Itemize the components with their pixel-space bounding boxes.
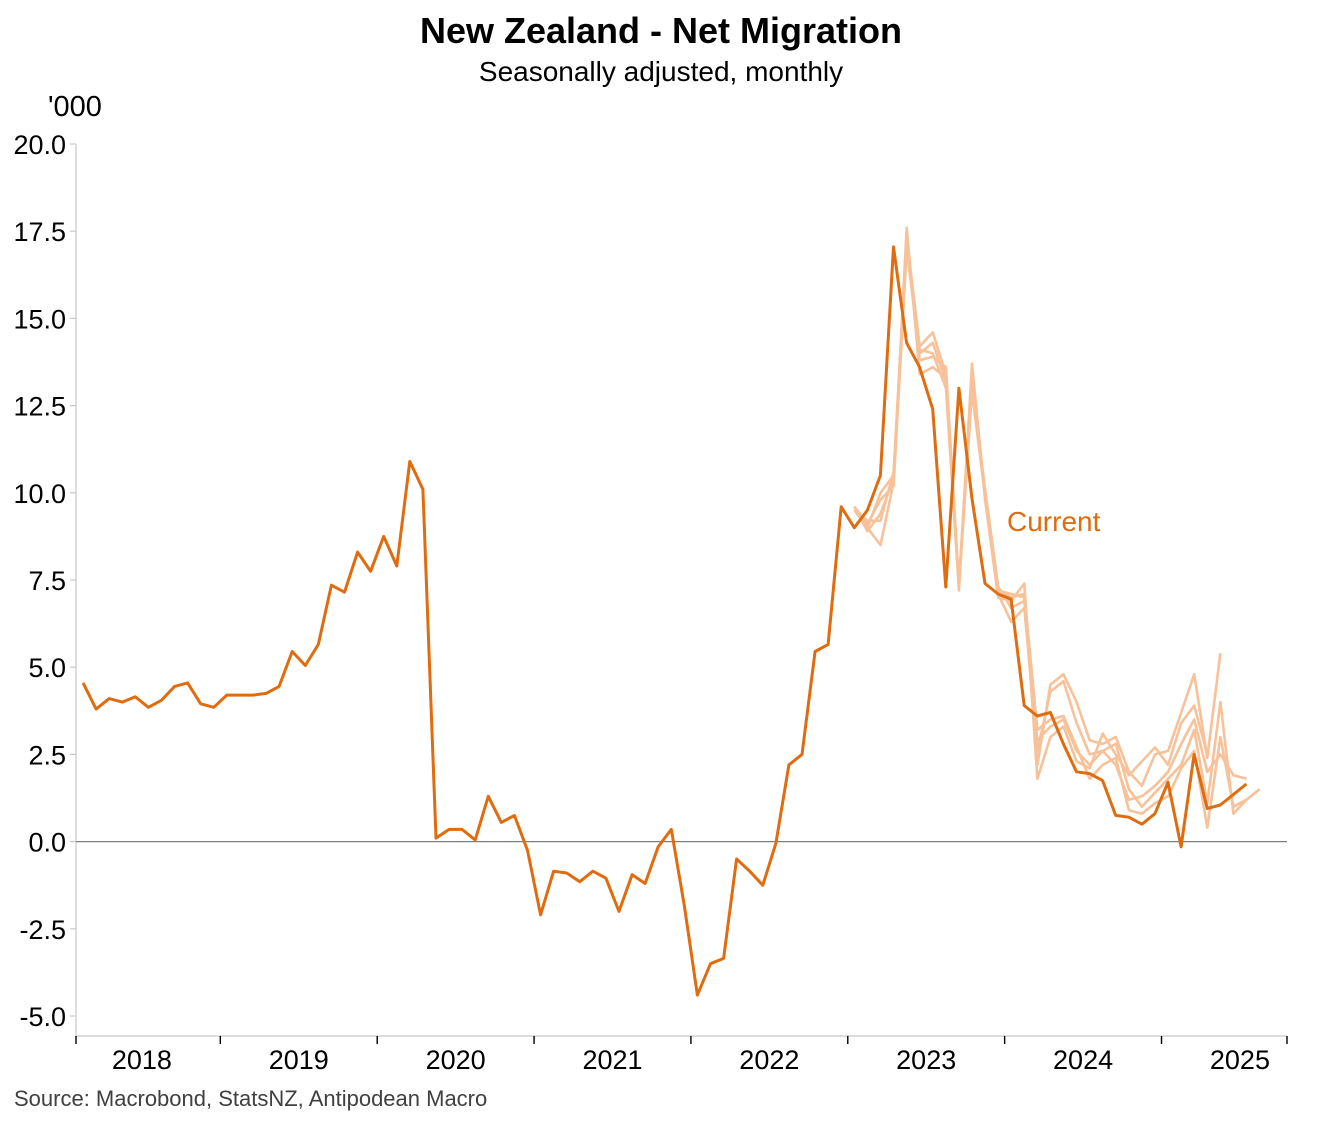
y-tick-label: -5.0	[19, 1002, 66, 1032]
current-series-line	[81, 245, 1248, 997]
x-tick-label: 2024	[1053, 1045, 1113, 1075]
y-tick-label: 5.0	[28, 653, 66, 683]
y-tick-label: -2.5	[19, 915, 66, 945]
x-axis: 2018 2019 2020 2021 2022 2023 2024 2025	[75, 1035, 1288, 1075]
y-tick-label: 0.0	[28, 828, 66, 858]
x-tick-label: 2021	[582, 1045, 642, 1075]
chart-subtitle: Seasonally adjusted, monthly	[479, 56, 843, 87]
source-note: Source: Macrobond, StatsNZ, Antipodean M…	[14, 1086, 487, 1111]
y-tick-label: 20.0	[13, 130, 66, 160]
y-axis-unit-label: '000	[48, 91, 102, 123]
chart-title: New Zealand - Net Migration	[420, 10, 902, 51]
x-tick-label: 2019	[269, 1045, 329, 1075]
current-series-group	[81, 245, 1248, 997]
y-tick-label: 2.5	[28, 740, 66, 770]
x-tick-label: 2022	[739, 1045, 799, 1075]
vintage-series-group	[853, 226, 1261, 829]
y-tick-label: 17.5	[13, 217, 66, 247]
y-tick-label: 7.5	[28, 566, 66, 596]
x-tick-label: 2018	[112, 1045, 172, 1075]
y-tick-label: 12.5	[13, 392, 66, 422]
current-series-annotation: Current	[1007, 506, 1101, 537]
y-tick-label: 10.0	[13, 479, 66, 509]
y-tick-label: 15.0	[13, 304, 66, 334]
y-axis: 20.0 17.5 15.0 12.5 10.0 7.5 5.0 2.5 0.0 -2.5 -5.0	[13, 130, 77, 1036]
x-tick-label: 2020	[426, 1045, 486, 1075]
vintage-series-line	[853, 243, 1248, 829]
x-tick-label: 2023	[896, 1045, 956, 1075]
x-tick-label: 2025	[1210, 1045, 1270, 1075]
